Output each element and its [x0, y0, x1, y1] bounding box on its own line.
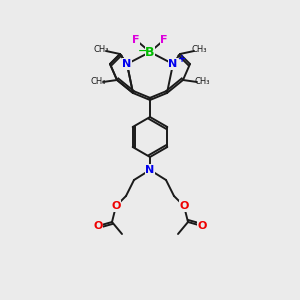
Text: N: N — [122, 59, 132, 69]
Text: O: O — [111, 201, 121, 211]
Text: O: O — [197, 221, 207, 231]
Text: −: − — [138, 46, 148, 56]
Text: CH₃: CH₃ — [90, 77, 106, 86]
Text: O: O — [93, 221, 103, 231]
Text: B: B — [145, 46, 155, 59]
Text: F: F — [132, 35, 140, 45]
Text: CH₃: CH₃ — [93, 46, 109, 55]
Text: CH₃: CH₃ — [194, 77, 210, 86]
Text: N: N — [146, 165, 154, 175]
Text: O: O — [179, 201, 189, 211]
Text: CH₃: CH₃ — [191, 46, 207, 55]
Text: F: F — [160, 35, 168, 45]
Text: N: N — [168, 59, 178, 69]
Text: +: + — [178, 54, 186, 64]
